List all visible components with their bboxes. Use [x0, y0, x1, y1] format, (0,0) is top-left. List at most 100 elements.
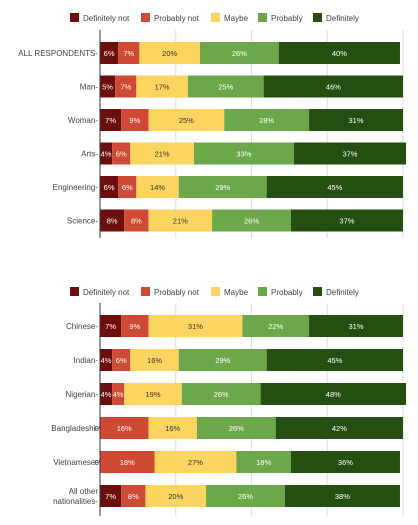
- bar-segment-maybe: [148, 109, 225, 131]
- bar-segment-definitely: [266, 349, 403, 371]
- bar-segment-definitely: [275, 417, 403, 439]
- bar-segment-definitely-not: [100, 349, 113, 371]
- category-label: Man-: [80, 83, 99, 92]
- bar-segment-definitely: [290, 451, 400, 473]
- data-label: 6%: [122, 183, 133, 192]
- bar-segment-definitely: [309, 315, 403, 337]
- legend-swatch-definitely-not: [70, 13, 79, 22]
- bar-segment-maybe: [130, 349, 179, 371]
- data-label: 7%: [120, 83, 131, 92]
- bar-segment-definitely-not: [100, 383, 113, 405]
- bar-segment-definitely-not: [100, 209, 125, 232]
- data-label: 20%: [168, 492, 183, 501]
- data-label: 20%: [162, 49, 177, 58]
- category-label: Engineering-: [53, 183, 99, 192]
- bar-segment-probably-not: [121, 315, 149, 337]
- bar-segment-definitely: [293, 142, 407, 165]
- data-label: 46%: [326, 83, 341, 92]
- legend-swatch-probably-not: [141, 13, 150, 22]
- category-label: Woman-: [68, 116, 98, 125]
- bar-segment-maybe: [130, 142, 194, 165]
- data-label: 7%: [105, 492, 116, 501]
- data-label: 18%: [256, 458, 271, 467]
- bar-row-nigerian: Nigerian- 4% 4% 19% 26% 48%: [66, 383, 407, 405]
- bar-segment-definitely: [266, 176, 403, 198]
- bar-segment-definitely-not: [100, 142, 113, 165]
- data-label: 26%: [214, 390, 229, 399]
- bar-segment-definitely: [284, 485, 400, 507]
- bar-segment-probably: [187, 75, 264, 98]
- data-label: 29%: [215, 183, 230, 192]
- bar-segment-probably: [178, 349, 267, 371]
- data-label: 16%: [165, 424, 180, 433]
- legend-swatch-definitely: [313, 13, 322, 22]
- data-label: 26%: [244, 217, 259, 226]
- bar-segment-probably: [199, 42, 279, 64]
- data-label: 38%: [335, 492, 350, 501]
- data-label: 16%: [147, 356, 162, 365]
- bar-segment-probably-not: [112, 142, 131, 165]
- bar-row-arts: Arts- 4% 6% 21% 33% 37%: [81, 142, 407, 165]
- bar-segment-definitely: [290, 209, 403, 232]
- bar-segment-maybe: [148, 209, 213, 232]
- bar-segment-probably: [181, 383, 261, 405]
- data-label: 4%: [101, 356, 112, 365]
- category-label: Arts-: [81, 150, 98, 159]
- data-label: 29%: [215, 356, 230, 365]
- legend-label-probably: Probably: [271, 288, 303, 297]
- bar-segment-definitely-not: [100, 485, 122, 507]
- bar-segment-maybe: [124, 383, 182, 405]
- bar-segment-probably-not: [112, 383, 125, 405]
- bar-segment-probably-not: [121, 109, 149, 131]
- bar-segment-definitely-not: [100, 109, 122, 131]
- bar-segment-maybe: [154, 451, 237, 473]
- bar-segment-maybe: [139, 42, 200, 64]
- legend-label-probably-not: Probably not: [154, 288, 200, 297]
- bar-segment-maybe: [148, 315, 243, 337]
- data-label: 40%: [332, 49, 347, 58]
- bar-row-all-other-nationalities: All other nationalities- 7% 8% 20% 26% 38%: [53, 485, 400, 507]
- category-label: All other nationalities-: [53, 487, 98, 506]
- data-label: 26%: [238, 492, 253, 501]
- legend-label-definitely: Definitely: [326, 14, 359, 23]
- bar-segment-definitely-not: [100, 42, 119, 64]
- bar-row-science: Science- 8% 8% 21% 26% 37%: [67, 209, 403, 232]
- bar-segment-probably-not: [100, 417, 149, 439]
- bar-segment-definitely: [278, 42, 400, 64]
- category-label: Nigerian-: [66, 390, 99, 399]
- legend-label-definitely-not: Definitely not: [83, 288, 130, 297]
- chart-panel-1: Definitely not Probably not Maybe Probably D…: [18, 13, 407, 238]
- data-label: 37%: [342, 150, 357, 159]
- bar-segment-definitely-not: [100, 176, 119, 198]
- bar-row-engineering: Engineering- 6% 6% 14% 29% 45%: [53, 176, 403, 198]
- legend-label-probably: Probably: [271, 14, 303, 23]
- data-label: 19%: [146, 390, 161, 399]
- bar-segment-probably: [206, 485, 285, 507]
- bar-segment-definitely: [263, 75, 403, 98]
- category-label: ALL RESPONDENTS-: [18, 49, 98, 58]
- bar-row-man: Man- 5% 7% 17% 25% 46%: [80, 75, 403, 98]
- bar-row-vietnamese: Vietnamese-0%18%27%18%36%: [53, 451, 400, 473]
- data-label: 26%: [229, 424, 244, 433]
- data-label: 7%: [123, 49, 134, 58]
- bar-segment-probably-not: [118, 42, 140, 64]
- data-label: 21%: [173, 217, 188, 226]
- data-label: 31%: [349, 116, 364, 125]
- data-label: 17%: [155, 83, 170, 92]
- bar-row-all-respondents: ALL RESPONDENTS- 6% 7% 20% 26% 40%: [18, 42, 400, 64]
- bar-segment-probably-not: [112, 349, 131, 371]
- bar-segment-probably-not: [121, 485, 146, 507]
- legend-swatch-probably-not: [141, 287, 150, 296]
- legend-label-maybe: Maybe: [224, 288, 249, 297]
- bar-segment-definitely-not: [100, 75, 116, 98]
- data-label: 7%: [105, 116, 116, 125]
- bar-segment-definitely: [260, 383, 407, 405]
- data-label: 31%: [188, 322, 203, 331]
- legend: Definitely not Probably not Maybe Probably D…: [70, 287, 359, 297]
- bar-segment-probably: [242, 315, 310, 337]
- bar-row-chinese: Chinese- 7% 9% 31% 22% 31%: [66, 315, 403, 337]
- data-label: 9%: [129, 322, 140, 331]
- data-label: 16%: [117, 424, 132, 433]
- data-label: 9%: [129, 116, 140, 125]
